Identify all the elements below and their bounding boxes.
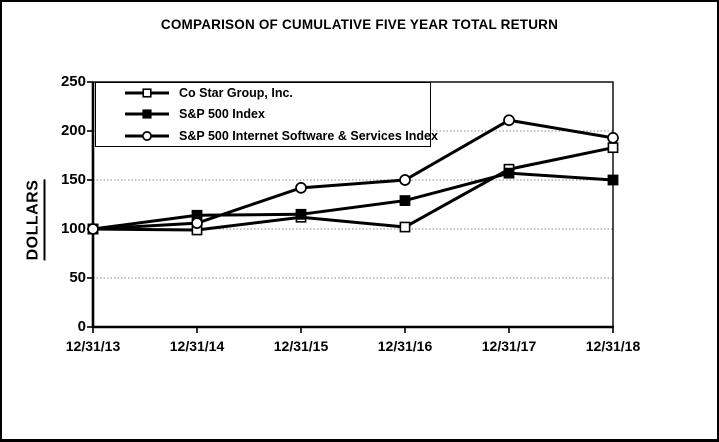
legend-box: Co Star Group, Inc. S&P 500 Index S&P 50… — [95, 82, 438, 147]
chart-title: COMPARISON OF CUMULATIVE FIVE YEAR TOTAL… — [160, 17, 559, 32]
y-tick-label: 150 — [60, 171, 86, 188]
x-tick-label: 12/31/16 — [377, 338, 433, 354]
y-tick-label: 250 — [60, 73, 86, 90]
x-tick-label: 12/31/14 — [169, 338, 225, 354]
sp-internet-marker — [295, 181, 307, 194]
y-tick-label: 50 — [69, 269, 86, 286]
legend-item-costar: Co Star Group, Inc. — [124, 83, 430, 103]
sp500-legend-marker-icon — [125, 109, 169, 120]
sp-internet-marker — [191, 217, 203, 229]
sp500-line — [92, 171, 614, 231]
legend-item-sp500: S&P 500 Index — [124, 104, 430, 124]
sp-internet-marker — [503, 114, 515, 127]
costar-marker — [607, 142, 619, 154]
y-tick-label: 100 — [60, 220, 86, 237]
sp500-marker — [503, 167, 515, 179]
y-tick-label: 200 — [60, 122, 86, 139]
x-tick-label: 12/31/18 — [585, 338, 641, 354]
costar-marker — [399, 221, 411, 233]
legend-label: S&P 500 Internet Software & Services Ind… — [179, 128, 438, 143]
sp500-marker — [295, 208, 307, 220]
legend-label: S&P 500 Index — [179, 107, 265, 122]
sp-internet-legend-marker — [142, 130, 152, 141]
costar-legend-marker-icon — [125, 88, 169, 98]
costar-legend-marker — [142, 88, 152, 98]
sp-internet-marker — [399, 174, 411, 186]
legend-label: Co Star Group, Inc. — [179, 86, 293, 101]
sp-internet-marker — [87, 223, 99, 235]
sp-internet-line — [92, 118, 614, 231]
sp500-marker — [399, 195, 411, 206]
y-tick-label: 0 — [77, 318, 86, 335]
legend-item-sp-internet: S&P 500 Internet Software & Services Ind… — [124, 126, 438, 146]
x-tick-label: 12/31/13 — [65, 338, 121, 354]
costar-line — [92, 146, 614, 232]
x-tick-label: 12/31/17 — [481, 338, 537, 354]
sp500-marker — [607, 174, 619, 186]
sp500-legend-marker — [142, 109, 152, 120]
sp-internet-legend-marker-icon — [125, 130, 169, 141]
x-tick-label: 12/31/15 — [273, 338, 329, 354]
sp-internet-marker — [607, 132, 619, 144]
